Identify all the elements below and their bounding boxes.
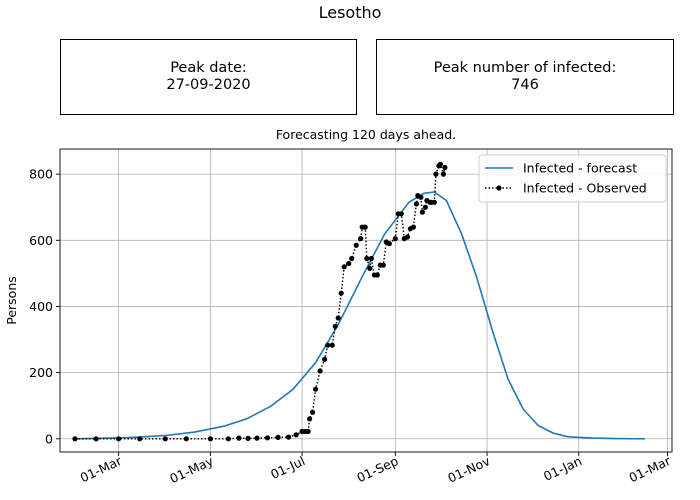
observed-point [380, 262, 386, 268]
peak-date-label: Peak date: [170, 60, 247, 76]
observed-line [75, 162, 446, 440]
peak-date-box: Peak date: 27-09-2020 [60, 39, 357, 115]
observed-point [335, 315, 341, 321]
observed-point [368, 255, 374, 262]
observed-point [410, 224, 416, 230]
observed-point [386, 241, 392, 247]
observed-point [419, 209, 425, 215]
observed-point [329, 342, 335, 348]
observed-point [364, 255, 370, 262]
observed-point [437, 161, 443, 167]
observed-point [236, 435, 242, 441]
observed-point [286, 434, 292, 440]
legend-observed-label: Infected - Observed [523, 181, 647, 196]
y-tick-label: 800 [29, 167, 53, 182]
observed-point [275, 434, 281, 440]
observed-point [433, 171, 439, 177]
peak-infected-value: 746 [511, 77, 539, 93]
legend-observed-marker [496, 185, 502, 191]
observed-point [338, 290, 344, 296]
legend-forecast-label: Infected - forecast [523, 161, 637, 176]
observed-point [93, 436, 99, 442]
legend: Infected - forecast Infected - Observed [478, 154, 667, 203]
observed-point [374, 272, 380, 278]
observed-point [310, 409, 316, 415]
observed-point [322, 356, 328, 362]
observed-point [349, 255, 355, 262]
observed-point [245, 435, 251, 441]
observed-point [362, 224, 368, 230]
observed-point [116, 436, 122, 442]
observed-point [305, 428, 311, 435]
observed-point [332, 323, 338, 329]
observed-point [183, 436, 189, 442]
observed-point [404, 234, 410, 240]
legend-box [478, 154, 667, 203]
observed-point [422, 204, 428, 210]
peak-infected-label: Peak number of infected: [433, 60, 617, 76]
observed-point [398, 211, 404, 217]
chart-subtitle: Forecasting 120 days ahead. [275, 127, 457, 142]
plot-frame [59, 148, 673, 453]
observed-point [440, 171, 446, 177]
observed-point [341, 264, 347, 270]
chart-title: Lesotho [318, 3, 382, 22]
observed-point [225, 436, 231, 442]
series-group [72, 161, 645, 442]
peak-infected-box: Peak number of infected: 746 [376, 39, 674, 115]
observed-point [431, 199, 437, 205]
observed-point [353, 242, 359, 248]
x-tick-label: 01-May [167, 453, 216, 486]
x-tick-label: 01-Mar [78, 453, 125, 486]
observed-point [442, 164, 448, 171]
observed-point [418, 194, 424, 200]
forecast-line [74, 191, 645, 440]
x-tick-label: 01-Nov [445, 453, 492, 486]
observed-point [264, 435, 271, 441]
observed-point [358, 236, 364, 242]
x-tick-label: 01-Mar [627, 453, 674, 486]
x-tick-label: 01-Sep [354, 453, 400, 485]
observed-point [346, 260, 352, 267]
y-tick-label: 600 [29, 233, 53, 248]
y-axis-label: Persons [4, 276, 19, 325]
observed-point [307, 416, 313, 422]
observed-point [392, 236, 398, 242]
observed-point [207, 436, 213, 442]
observed-point [162, 436, 168, 442]
observed-point [367, 265, 373, 271]
observed-point [317, 368, 323, 374]
observed-point [293, 432, 299, 438]
observed-point [325, 342, 331, 348]
observed-point [137, 436, 143, 442]
y-tick-label: 200 [29, 365, 53, 380]
observed-point [254, 435, 260, 441]
y-tick-label: 0 [45, 431, 53, 446]
peak-date-value: 27-09-2020 [166, 77, 251, 93]
x-tick-label: 01-Jan [541, 453, 584, 484]
y-tick-label: 400 [29, 299, 53, 314]
observed-point [413, 201, 419, 207]
x-tick-label: 01-Jul [268, 453, 307, 482]
observed-point [72, 436, 78, 442]
observed-point [313, 386, 319, 392]
